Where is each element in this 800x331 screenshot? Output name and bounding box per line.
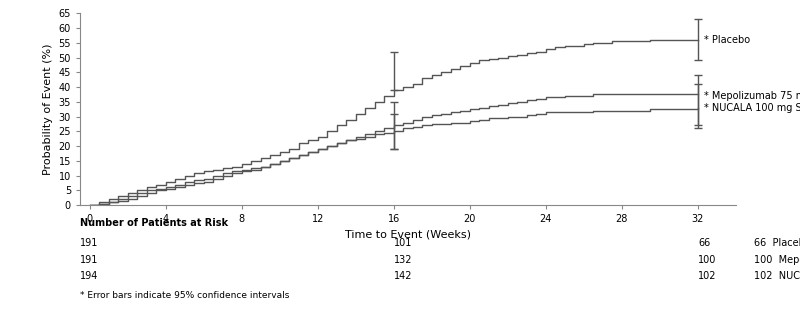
Text: 191: 191 <box>80 238 98 248</box>
Text: 194: 194 <box>80 271 98 281</box>
Text: 142: 142 <box>394 271 412 281</box>
Text: * Error bars indicate 95% confidence intervals: * Error bars indicate 95% confidence int… <box>80 291 290 300</box>
Text: 132: 132 <box>394 255 412 265</box>
Text: * Placebo: * Placebo <box>704 35 750 45</box>
Text: * Mepolizumab 75 mg IV: * Mepolizumab 75 mg IV <box>704 91 800 101</box>
Text: 101: 101 <box>394 238 412 248</box>
Text: 66: 66 <box>698 238 710 248</box>
Text: 100: 100 <box>698 255 716 265</box>
X-axis label: Time to Event (Weeks): Time to Event (Weeks) <box>345 230 471 240</box>
Text: Number of Patients at Risk: Number of Patients at Risk <box>80 218 228 228</box>
Text: 66  Placebo: 66 Placebo <box>754 238 800 248</box>
Text: 100  Mepolizumab 75 mg IV: 100 Mepolizumab 75 mg IV <box>754 255 800 265</box>
Text: 102  NUCALA 100 mg SC: 102 NUCALA 100 mg SC <box>754 271 800 281</box>
Text: * NUCALA 100 mg SC: * NUCALA 100 mg SC <box>704 103 800 113</box>
Y-axis label: Probability of Event (%): Probability of Event (%) <box>43 43 53 175</box>
Text: 102: 102 <box>698 271 717 281</box>
Text: 191: 191 <box>80 255 98 265</box>
